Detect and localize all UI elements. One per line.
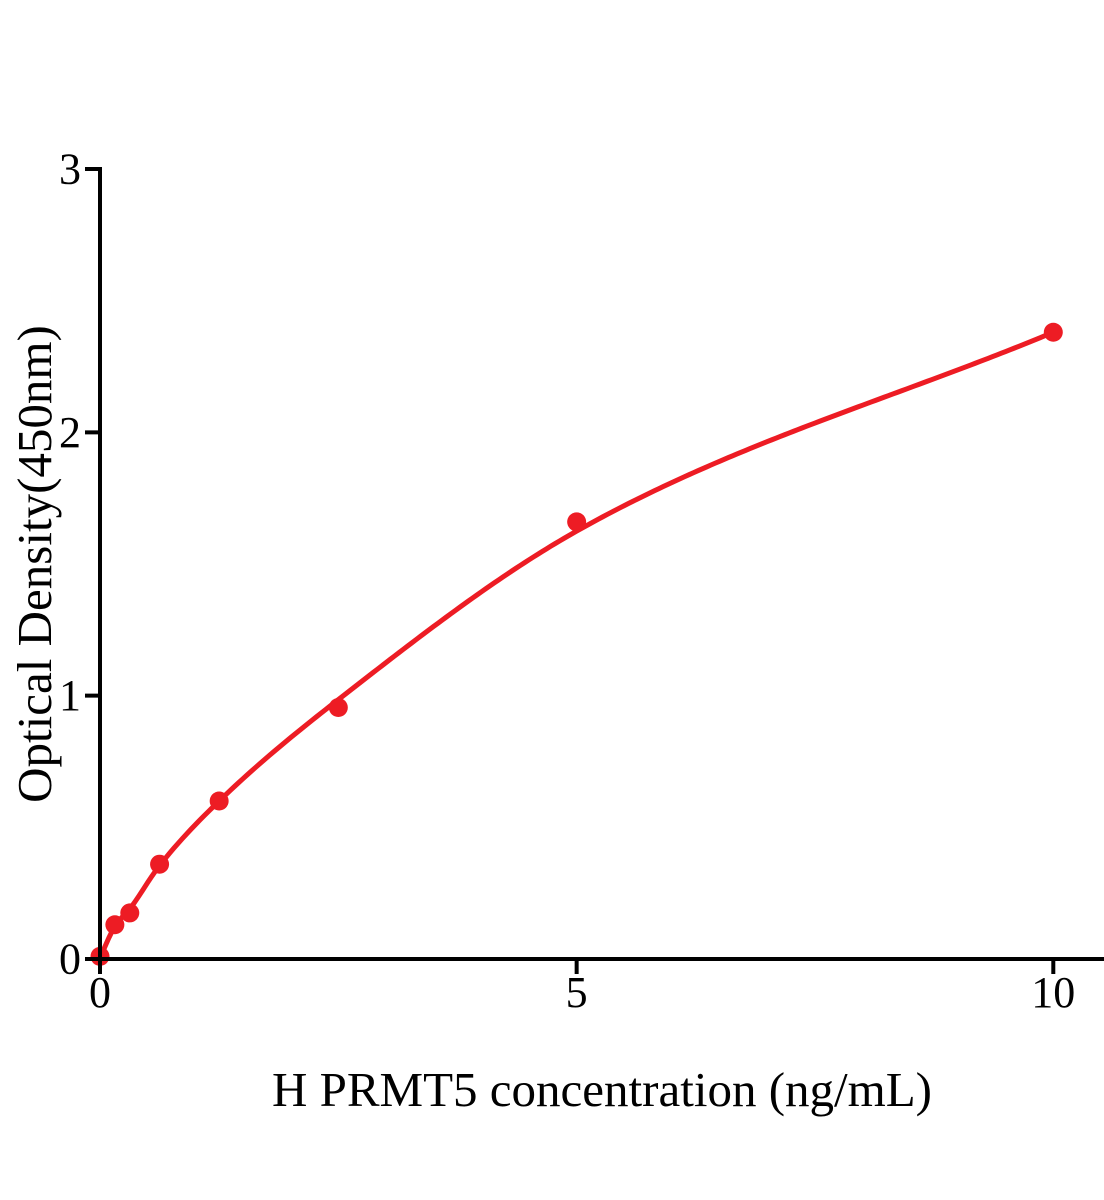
x-axis-tick-label: 0 [89,968,111,1017]
y-axis-tick-label: 2 [59,408,81,457]
data-point-marker [1043,322,1063,342]
x-axis-tick-label: 10 [1031,968,1075,1017]
data-point-marker [567,512,587,532]
y-axis-tick-label: 3 [59,145,81,194]
data-point-marker [209,791,229,811]
y-axis-tick-label: 1 [59,671,81,720]
fit-curve-line [97,329,1056,961]
x-axis-tick-label: 5 [566,968,588,1017]
data-point-marker [120,903,140,923]
y-axis-tick-label: 0 [59,935,81,984]
data-point-marker [328,698,348,718]
y-axis-title: Optical Density(450nm) [7,325,62,803]
data-point-marker [105,915,125,935]
data-point-marker [150,854,170,874]
x-axis-title: H PRMT5 concentration (ng/mL) [271,1062,933,1117]
